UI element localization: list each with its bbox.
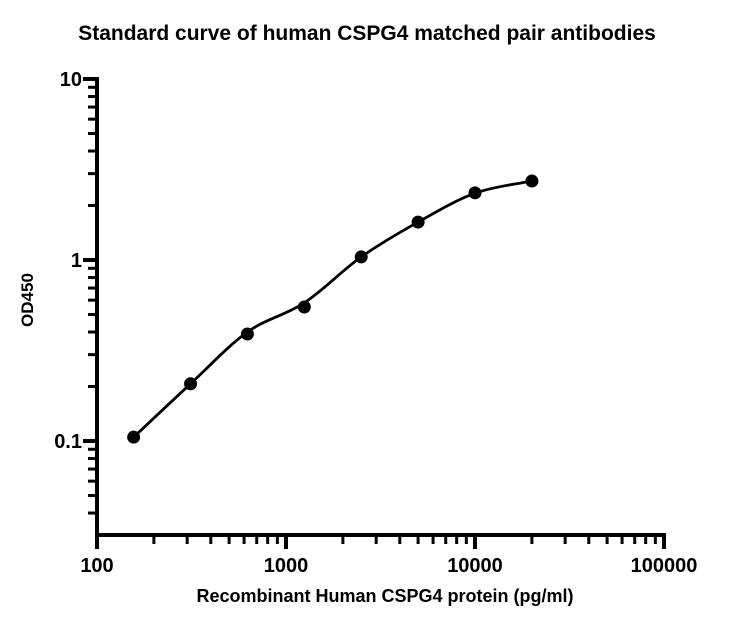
y-minor-tick [88,117,95,121]
y-minor-tick [88,447,95,451]
data-point [297,300,311,314]
x-tick-label: 100 [80,555,113,577]
y-major-tick [83,439,95,443]
x-minor-tick [341,537,345,544]
y-minor-tick [88,312,95,316]
x-minor-tick [644,537,648,544]
x-minor-tick [530,537,534,544]
y-minor-tick [88,266,95,270]
x-minor-tick [587,537,591,544]
y-minor-tick [88,276,95,280]
fit-curve [132,179,533,439]
y-minor-tick [88,467,95,471]
y-minor-tick [88,330,95,334]
y-minor-tick [88,479,95,483]
y-axis-spine [95,77,99,537]
x-axis-label: Recombinant Human CSPG4 protein (pg/ml) [196,586,574,606]
y-tick-label: 10 [60,69,82,91]
y-minor-tick [88,385,95,389]
y-major-tick [83,77,95,81]
y-minor-tick [88,85,95,89]
data-point [240,327,254,341]
y-minor-tick [88,149,95,153]
x-minor-tick [416,537,420,544]
x-minor-tick [605,537,609,544]
x-minor-tick [242,537,246,544]
x-minor-tick [563,537,567,544]
x-minor-tick [633,537,637,544]
x-minor-tick [185,537,189,544]
x-major-tick [662,537,666,549]
data-point [354,250,368,264]
x-minor-tick [152,537,156,544]
x-minor-tick [255,537,259,544]
data-point [468,186,482,200]
y-tick-label: 1 [71,250,82,272]
y-minor-tick [88,105,95,109]
y-minor-tick [88,457,95,461]
data-point [184,377,198,391]
x-minor-tick [464,537,468,544]
y-minor-tick [88,298,95,302]
y-minor-tick [88,511,95,515]
y-minor-tick [88,95,95,99]
data-point [127,430,141,444]
x-axis-spine [95,533,666,537]
x-minor-tick [374,537,378,544]
x-minor-tick [398,537,402,544]
x-minor-tick [444,537,448,544]
y-tick-label: 0.1 [54,431,82,453]
x-minor-tick [275,537,279,544]
x-minor-tick [620,537,624,544]
x-major-tick [473,537,477,549]
y-minor-tick [88,286,95,290]
x-minor-tick [431,537,435,544]
x-major-tick [95,537,99,549]
x-major-tick [284,537,288,549]
chart-title: Standard curve of human CSPG4 matched pa… [78,22,656,45]
y-major-tick [83,258,95,262]
x-tick-label: 100000 [631,555,698,577]
data-point [525,174,539,188]
x-tick-label: 1000 [264,555,309,577]
x-minor-tick [266,537,270,544]
x-minor-tick [455,537,459,544]
y-minor-tick [88,493,95,497]
data-point [411,215,425,229]
y-minor-tick [88,172,95,176]
y-minor-tick [88,204,95,208]
x-minor-tick [227,537,231,544]
x-tick-label: 10000 [447,555,503,577]
x-minor-tick [209,537,213,544]
y-minor-tick [88,131,95,135]
x-minor-tick [653,537,657,544]
y-minor-tick [88,353,95,357]
